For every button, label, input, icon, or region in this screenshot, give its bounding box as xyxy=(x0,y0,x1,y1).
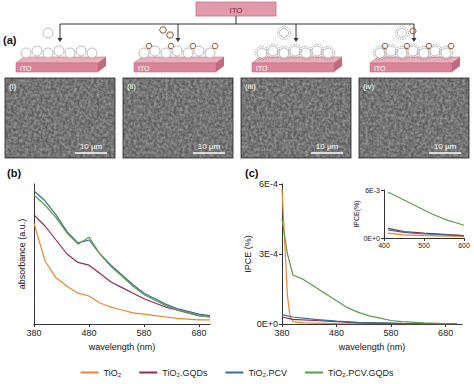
svg-text:TiO₂.GQDs: TiO₂.GQDs xyxy=(162,368,208,378)
svg-text:(ii): (ii) xyxy=(127,82,136,91)
svg-text:(iii): (iii) xyxy=(245,82,256,91)
svg-text:380: 380 xyxy=(26,328,41,338)
svg-text:10 μm: 10 μm xyxy=(80,142,103,151)
svg-text:580: 580 xyxy=(384,328,399,338)
svg-text:ITO: ITO xyxy=(374,65,386,72)
svg-text:6E-3: 6E-3 xyxy=(365,187,380,194)
svg-text:3E-4: 3E-4 xyxy=(259,249,278,259)
svg-text:6E-4: 6E-4 xyxy=(259,179,278,189)
svg-text:IPCE(%): IPCE(%) xyxy=(353,200,361,227)
svg-text:ITO: ITO xyxy=(256,65,268,72)
svg-text:380: 380 xyxy=(274,328,289,338)
svg-text:absorbance (a.u.): absorbance (a.u.) xyxy=(17,219,27,290)
svg-text:500: 500 xyxy=(418,242,430,249)
svg-text:(iv): (iv) xyxy=(363,82,374,91)
svg-text:TiO₂.PCV: TiO₂.PCV xyxy=(248,368,287,378)
svg-text:600: 600 xyxy=(458,242,470,249)
svg-text:0E+0: 0E+0 xyxy=(256,319,278,329)
svg-text:(i): (i) xyxy=(9,82,16,91)
svg-text:(a): (a) xyxy=(3,34,17,46)
svg-text:wavelength (nm): wavelength (nm) xyxy=(338,342,406,352)
svg-text:ITO: ITO xyxy=(229,6,242,15)
svg-text:480: 480 xyxy=(81,328,96,338)
svg-text:wavelength (nm): wavelength (nm) xyxy=(88,342,156,352)
svg-text:400: 400 xyxy=(378,242,390,249)
svg-text:ITO: ITO xyxy=(20,65,32,72)
svg-text:10 μm: 10 μm xyxy=(434,142,457,151)
svg-text:680: 680 xyxy=(438,328,453,338)
svg-text:ITO: ITO xyxy=(138,65,150,72)
svg-text:580: 580 xyxy=(136,328,151,338)
svg-text:480: 480 xyxy=(329,328,344,338)
svg-text:(c): (c) xyxy=(245,167,259,179)
svg-text:680: 680 xyxy=(191,328,206,338)
svg-text:0E+0: 0E+0 xyxy=(363,235,380,242)
svg-text:TiO₂: TiO₂ xyxy=(104,368,122,378)
svg-text:IPCE (%): IPCE (%) xyxy=(243,235,253,273)
svg-text:TiO₂.PCV.GQDs: TiO₂.PCV.GQDs xyxy=(328,368,394,378)
svg-text:(b): (b) xyxy=(7,167,21,179)
svg-text:10 μm: 10 μm xyxy=(316,142,339,151)
svg-text:10 μm: 10 μm xyxy=(198,142,221,151)
